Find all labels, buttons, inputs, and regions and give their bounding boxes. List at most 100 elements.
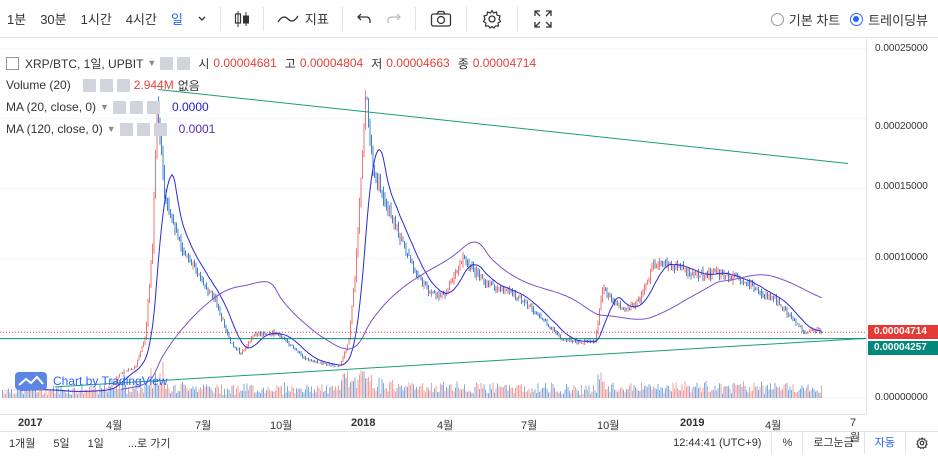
volume-bar — [144, 385, 146, 398]
volume-bar — [39, 384, 41, 398]
volume-bar — [29, 390, 30, 398]
auto-scale-button[interactable]: 자동 — [863, 432, 905, 454]
volume-bar — [3, 392, 5, 398]
volume-bar — [564, 389, 566, 398]
remove-icon[interactable] — [146, 100, 160, 114]
visibility-icon[interactable] — [119, 122, 133, 136]
log-scale-button[interactable]: 로그눈금 — [802, 432, 863, 454]
volume-bar — [414, 389, 416, 398]
volume-bar — [528, 388, 530, 398]
volume-bar — [798, 390, 800, 398]
ohlc-open-key: 시 — [198, 56, 210, 71]
range-1month-button[interactable]: 1개월 — [9, 437, 36, 450]
remove-icon[interactable] — [116, 78, 130, 92]
volume-bar — [455, 387, 456, 398]
visibility-icon[interactable] — [112, 100, 126, 114]
interval-1d-button[interactable]: 일 — [170, 12, 183, 27]
redo-button[interactable] — [379, 0, 409, 38]
volume-bar — [390, 381, 392, 398]
volume-bar — [284, 382, 285, 398]
volume-bar — [443, 381, 444, 398]
fullscreen-button[interactable] — [524, 0, 562, 38]
volume-bar — [225, 394, 227, 398]
volume-bar — [549, 392, 551, 398]
volume-bar — [746, 390, 747, 398]
caret-down-icon[interactable]: ▼ — [100, 102, 109, 112]
settings-small-icon[interactable] — [99, 78, 113, 92]
volume-bar — [479, 389, 480, 398]
volume-bar — [149, 385, 150, 398]
tradingview-watermark[interactable]: Chart by TradingView — [15, 372, 168, 390]
basic-chart-radio[interactable]: 기본 차트 — [770, 10, 840, 29]
volume-bar — [569, 390, 570, 398]
volume-bar — [330, 386, 332, 398]
volume-bar — [417, 389, 419, 398]
volume-bar — [500, 386, 501, 398]
volume-bar — [188, 390, 189, 398]
remove-icon[interactable] — [153, 122, 167, 136]
settings-small-icon[interactable] — [136, 122, 150, 136]
symbol-title[interactable]: XRP/BTC, 1일, UPBIT — [25, 56, 144, 71]
interval-30m-button[interactable]: 30분 — [40, 12, 67, 27]
volume-bar — [180, 383, 182, 398]
volume-bar — [20, 389, 21, 398]
ma120-indicator-name[interactable]: MA (120, close, 0) — [6, 122, 103, 136]
candle-style-button[interactable] — [227, 0, 257, 38]
volume-bar — [248, 389, 249, 398]
volume-bar — [239, 392, 240, 398]
settings-small-icon[interactable] — [129, 100, 143, 114]
interval-4h-button[interactable]: 4시간 — [125, 12, 157, 27]
interval-1m-button[interactable]: 1분 — [7, 12, 27, 27]
volume-bar — [524, 386, 525, 398]
time-axis[interactable]: 2017 4월 7월 10월 2018 4월 7월 10월 2019 4월 7월 — [0, 414, 866, 444]
volume-bar — [551, 382, 552, 398]
volume-indicator-name[interactable]: Volume (20) — [6, 78, 71, 92]
tradingview-radio[interactable]: 트레이딩뷰 — [850, 10, 928, 29]
volume-bar — [102, 389, 104, 398]
volume-bar — [716, 390, 717, 398]
volume-bar — [605, 389, 606, 398]
volume-bar — [600, 372, 602, 398]
volume-bar — [234, 394, 236, 398]
volume-bar — [804, 390, 806, 398]
volume-bar — [710, 391, 711, 398]
volume-bar — [534, 389, 536, 398]
price-axis[interactable]: 0.00025000 0.00020000 0.00015000 0.00010… — [866, 39, 938, 414]
percent-scale-button[interactable]: % — [771, 432, 802, 454]
volume-bar — [305, 389, 306, 398]
goto-date-button[interactable]: ...로 가기 — [127, 437, 171, 450]
volume-bar — [660, 387, 662, 398]
volume-bar — [435, 385, 437, 398]
volume-bar — [722, 393, 723, 398]
visibility-icon[interactable] — [82, 78, 96, 92]
volume-bar — [140, 386, 141, 398]
price-chart[interactable] — [0, 39, 867, 414]
volume-bar — [270, 390, 272, 398]
volume-bar — [299, 388, 300, 398]
volume-bar — [126, 393, 128, 398]
interval-1h-button[interactable]: 1시간 — [80, 12, 112, 27]
collapse-icon[interactable] — [6, 56, 19, 70]
undo-button[interactable] — [349, 0, 379, 38]
caret-down-icon[interactable]: ▼ — [147, 58, 157, 68]
indicators-button[interactable]: 지표 — [270, 0, 336, 38]
volume-bar — [392, 379, 393, 398]
volume-bar — [783, 385, 785, 398]
chart-pane[interactable] — [0, 39, 867, 414]
settings-button[interactable] — [473, 0, 511, 38]
range-5day-button[interactable]: 5일 — [53, 437, 70, 450]
volume-bar — [18, 384, 20, 398]
volume-bar — [5, 393, 6, 398]
volume-bar — [488, 393, 489, 398]
volume-bar — [545, 383, 546, 398]
ma20-indicator-name[interactable]: MA (20, close, 0) — [6, 100, 97, 114]
range-1day-button[interactable]: 1일 — [87, 437, 104, 450]
interval-dropdown-button[interactable] — [190, 0, 214, 38]
visibility-icon[interactable] — [160, 56, 174, 70]
screenshot-button[interactable] — [422, 0, 460, 38]
settings-small-icon[interactable] — [177, 56, 191, 70]
chart-settings-button[interactable] — [905, 432, 938, 454]
ohlc-high-value: 0.00004804 — [299, 56, 364, 70]
volume-bar — [489, 384, 491, 398]
caret-down-icon[interactable]: ▼ — [106, 124, 116, 134]
